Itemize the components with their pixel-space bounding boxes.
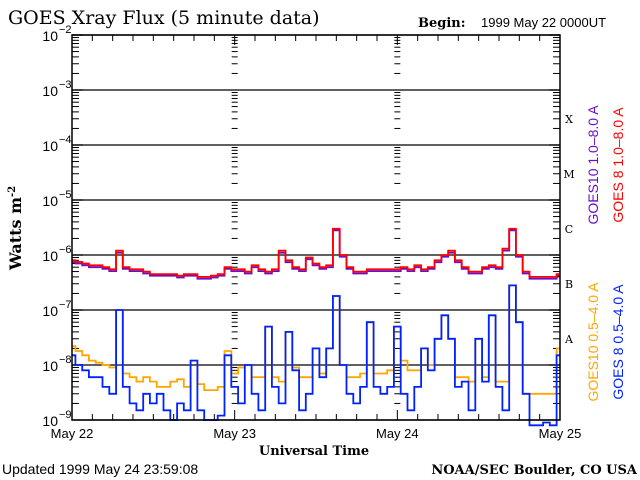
series-line-goes10-0-5-4-0-a xyxy=(72,284,560,395)
y-tick-label: 10 xyxy=(42,413,58,429)
x-axis-label: Universal Time xyxy=(259,444,369,459)
y-tick-label: 10 xyxy=(42,83,58,99)
credit-text: NOAA/SEC Boulder, CO USA xyxy=(431,463,638,478)
y-tick-exponent: −8 xyxy=(59,354,72,366)
begin-value: 1999 May 22 0000UT xyxy=(481,15,606,30)
y-tick-label: 10 xyxy=(42,358,58,374)
flare-class-b: B xyxy=(565,278,573,291)
series-line-goes-8-1-0-8-0-a xyxy=(72,227,560,278)
x-tick-label: May 25 xyxy=(539,426,582,441)
flare-class-c: C xyxy=(565,223,573,236)
legend-entry: GOES 8 1.0–8.0 A xyxy=(610,107,626,223)
begin-label: Begin: xyxy=(418,16,466,31)
y-tick-labels: 10−210−310−410−510−610−710−810−9 xyxy=(42,24,71,429)
y-tick-exponent: −9 xyxy=(59,409,72,421)
updated-timestamp: Updated 1999 May 24 23:59:08 xyxy=(2,461,198,477)
y-tick-label: 10 xyxy=(42,28,58,44)
flare-class-m: M xyxy=(563,168,574,181)
x-tick-labels: May 22 May 23 May 24 May 25 xyxy=(51,426,582,441)
chart-title: GOES Xray Flux (5 minute data) xyxy=(8,7,320,29)
series-lines xyxy=(72,227,560,427)
legend-entry: GOES10 1.0–8.0 A xyxy=(585,105,601,225)
grid xyxy=(72,34,560,421)
y-tick-label: 10 xyxy=(42,248,58,264)
legend: GOES10 1.0–8.0 A GOES 8 1.0–8.0 A GOES10 0… xyxy=(585,105,626,402)
y-tick-exponent: −2 xyxy=(59,24,72,36)
series-line-goes-8-0-5-4-0-a xyxy=(72,284,560,427)
axis-ticks xyxy=(72,34,560,420)
flare-class-labels: X M C B A xyxy=(563,113,574,346)
series-line-goes10-1-0-8-0-a xyxy=(72,229,560,280)
y-tick-label: 10 xyxy=(42,193,58,209)
y-tick-label: 10 xyxy=(42,138,58,154)
plot-frame xyxy=(71,34,561,421)
x-tick-label: May 23 xyxy=(213,426,256,441)
y-axis-label: Watts m-2 xyxy=(6,186,25,271)
y-tick-exponent: −5 xyxy=(59,189,72,201)
legend-entry: GOES 8 0.5–4.0 A xyxy=(610,284,626,400)
x-tick-label: May 22 xyxy=(51,426,94,441)
x-tick-label: May 24 xyxy=(376,426,419,441)
y-tick-exponent: −3 xyxy=(59,79,72,91)
flare-class-a: A xyxy=(564,333,574,346)
y-tick-label: 10 xyxy=(42,303,58,319)
flare-class-x: X xyxy=(565,113,573,126)
legend-entry: GOES10 0.5–4.0 A xyxy=(585,282,601,402)
y-tick-exponent: −6 xyxy=(59,244,72,256)
y-tick-exponent: −4 xyxy=(59,134,72,146)
y-tick-exponent: −7 xyxy=(59,299,72,311)
